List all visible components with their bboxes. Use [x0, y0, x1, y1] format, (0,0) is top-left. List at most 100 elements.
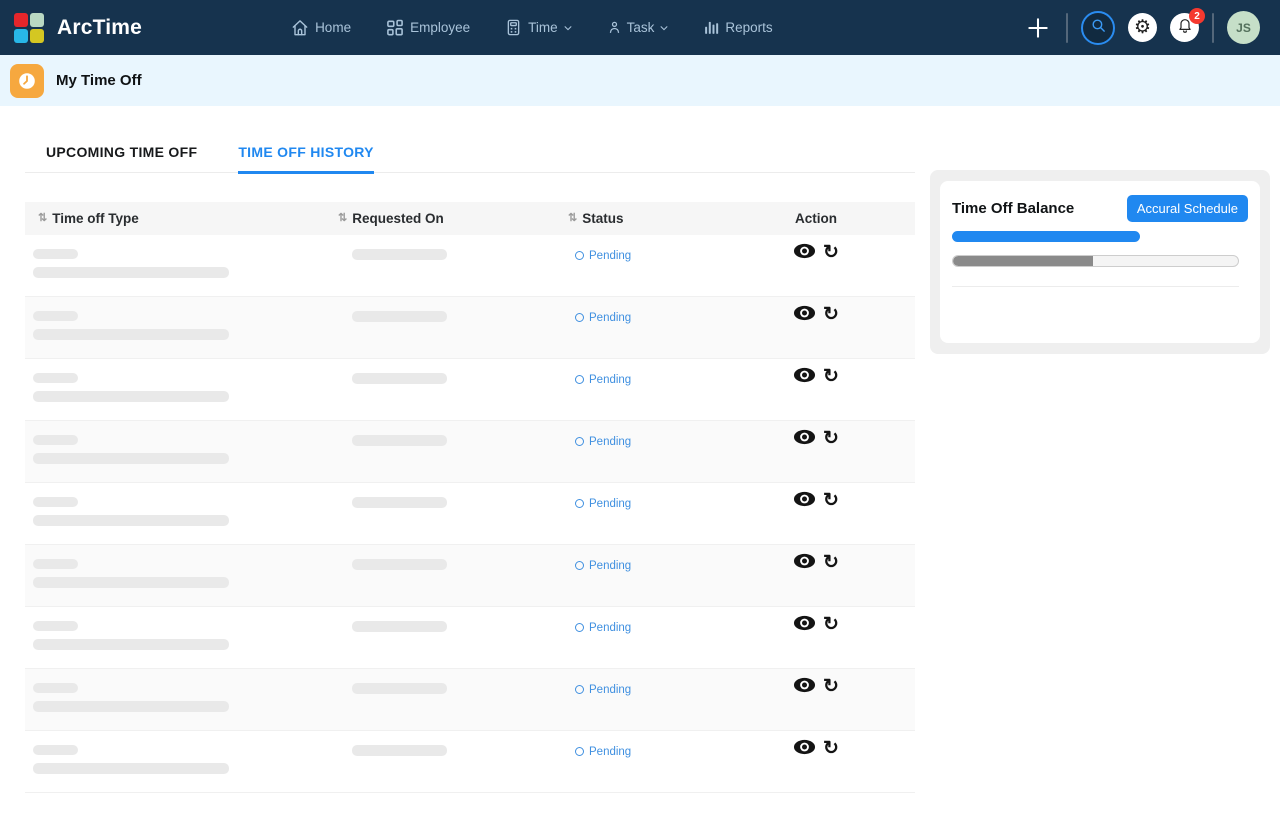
table-row: Pending ↻	[25, 607, 915, 669]
chevron-down-icon	[563, 23, 573, 33]
view-icon[interactable]	[793, 615, 816, 631]
nav-item-time[interactable]: Time	[504, 18, 573, 37]
cell-status: Pending	[556, 731, 783, 792]
skeleton-bar	[352, 249, 447, 260]
cell-status: Pending	[556, 297, 783, 358]
add-button[interactable]	[1023, 13, 1053, 43]
table-header: ⇅ Time off Type ⇅ Requested On ⇅ Status …	[25, 202, 915, 235]
cell-requested-on	[326, 235, 556, 296]
cell-time-off-type	[25, 669, 326, 730]
cell-requested-on	[326, 545, 556, 606]
skeleton-bar	[33, 763, 229, 774]
cell-action: ↻	[783, 421, 915, 482]
skeleton-bar	[352, 621, 447, 632]
sort-icon: ⇅	[38, 213, 47, 224]
nav-label: Home	[315, 20, 351, 35]
pending-icon	[575, 375, 584, 384]
skeleton-bar	[33, 329, 229, 340]
cell-status: Pending	[556, 359, 783, 420]
balance-blue-bar	[952, 231, 1140, 242]
nav-item-reports[interactable]: Reports	[703, 19, 772, 36]
column-label: Time off Type	[52, 211, 139, 226]
nav-label: Time	[528, 20, 558, 35]
view-icon[interactable]	[793, 429, 816, 445]
top-navigation-bar: ArcTime Home Employee	[0, 0, 1280, 55]
column-label: Action	[795, 211, 837, 226]
skeleton-bar	[33, 701, 229, 712]
cell-time-off-type	[25, 359, 326, 420]
cell-time-off-type	[25, 235, 326, 296]
status-badge: Pending	[575, 684, 631, 696]
clock-icon	[10, 64, 44, 98]
avatar[interactable]: JS	[1227, 11, 1260, 44]
refresh-icon[interactable]: ↻	[823, 615, 839, 634]
status-badge: Pending	[575, 622, 631, 634]
cell-requested-on	[326, 297, 556, 358]
nav-label: Employee	[410, 20, 470, 35]
refresh-icon[interactable]: ↻	[823, 739, 839, 758]
skeleton-bar	[352, 497, 447, 508]
nav-item-home[interactable]: Home	[290, 18, 351, 38]
main-nav: Home Employee Time	[290, 18, 773, 38]
cell-action: ↻	[783, 235, 915, 296]
skeleton-bar	[33, 515, 229, 526]
search-button[interactable]	[1081, 11, 1115, 45]
pending-icon	[575, 623, 584, 632]
cell-time-off-type	[25, 421, 326, 482]
nav-item-employee[interactable]: Employee	[385, 18, 470, 38]
divider	[952, 286, 1239, 287]
cell-action: ↻	[783, 297, 915, 358]
sort-icon: ⇅	[568, 213, 577, 224]
divider	[1066, 13, 1068, 43]
skeleton-bar	[352, 311, 447, 322]
bar-chart-icon	[703, 19, 720, 36]
refresh-icon[interactable]: ↻	[823, 243, 839, 262]
table-row: Pending ↻	[25, 545, 915, 607]
search-icon	[1090, 17, 1107, 39]
page-header-bar: My Time Off	[0, 55, 1280, 106]
cell-time-off-type	[25, 483, 326, 544]
refresh-icon[interactable]: ↻	[823, 677, 839, 696]
cell-requested-on	[326, 607, 556, 668]
skeleton-bar	[352, 373, 447, 384]
skeleton-bar	[352, 435, 447, 446]
view-icon[interactable]	[793, 739, 816, 755]
pending-icon	[575, 437, 584, 446]
view-icon[interactable]	[793, 677, 816, 693]
view-icon[interactable]	[793, 491, 816, 507]
skeleton-bar	[33, 391, 229, 402]
refresh-icon[interactable]: ↻	[823, 553, 839, 572]
skeleton-bar	[33, 639, 229, 650]
refresh-icon[interactable]: ↻	[823, 429, 839, 448]
view-icon[interactable]	[793, 553, 816, 569]
skeleton-bar	[352, 745, 447, 756]
nav-item-task[interactable]: Task	[607, 20, 670, 35]
skeleton-bar	[33, 311, 78, 321]
table-row: Pending ↻	[25, 483, 915, 545]
time-off-balance-card: Time Off Balance Accural Schedule	[940, 181, 1260, 343]
chevron-down-icon	[659, 23, 669, 33]
skeleton-bar	[33, 577, 229, 588]
tab-upcoming-time-off[interactable]: UPCOMING TIME OFF	[46, 144, 197, 172]
cell-requested-on	[326, 359, 556, 420]
tab-time-off-history[interactable]: TIME OFF HISTORY	[238, 144, 373, 172]
cell-status: Pending	[556, 483, 783, 544]
column-header-time-off-type[interactable]: ⇅ Time off Type	[25, 211, 326, 226]
view-icon[interactable]	[793, 305, 816, 321]
skeleton-bar	[33, 621, 78, 631]
refresh-icon[interactable]: ↻	[823, 491, 839, 510]
refresh-icon[interactable]: ↻	[823, 367, 839, 386]
cell-action: ↻	[783, 359, 915, 420]
skeleton-bar	[33, 435, 78, 445]
refresh-icon[interactable]: ↻	[823, 305, 839, 324]
status-badge: Pending	[575, 374, 631, 386]
settings-button[interactable]: ⚙	[1128, 13, 1157, 42]
accural-schedule-button[interactable]: Accural Schedule	[1127, 195, 1248, 222]
cell-action: ↻	[783, 483, 915, 544]
brand-name: ArcTime	[57, 16, 142, 40]
view-icon[interactable]	[793, 243, 816, 259]
view-icon[interactable]	[793, 367, 816, 383]
column-header-status[interactable]: ⇅ Status	[556, 211, 783, 226]
status-label: Pending	[589, 436, 631, 448]
column-header-requested-on[interactable]: ⇅ Requested On	[326, 211, 556, 226]
